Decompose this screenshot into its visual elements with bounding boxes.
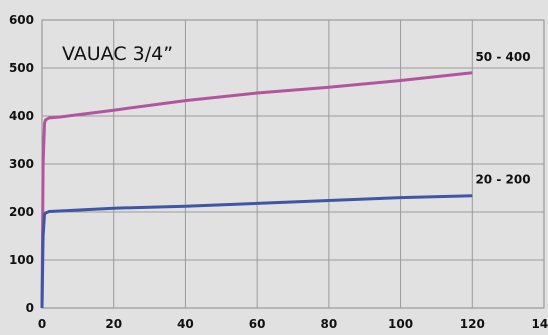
grid-layer [42, 20, 544, 308]
series-line [40, 194, 473, 309]
x-tick-label: 40 [177, 317, 194, 331]
tick-layer: 0 20 40 60 80 100 120 140 0 100 200 300 400 500 600 [9, 13, 548, 331]
x-tick-label: 20 [105, 317, 122, 331]
x-tick-label: 140 [531, 317, 548, 331]
y-tick-label: 300 [9, 157, 34, 171]
series-label: 50 - 400 [475, 50, 530, 64]
series-label: 20 - 200 [475, 173, 530, 187]
chart-title: VAUAC 3/4” [62, 43, 173, 65]
y-tick-label: 0 [26, 301, 34, 315]
series-layer: 50 - 400 20 - 200 [40, 50, 531, 309]
x-tick-label: 0 [38, 317, 46, 331]
x-tick-label: 80 [321, 317, 338, 331]
y-tick-label: 100 [9, 253, 34, 267]
series-line [40, 71, 473, 309]
y-tick-label: 500 [9, 61, 34, 75]
y-tick-label: 200 [9, 205, 34, 219]
x-tick-label: 120 [460, 317, 485, 331]
x-tick-label: 60 [249, 317, 266, 331]
y-tick-label: 400 [9, 109, 34, 123]
x-tick-label: 100 [388, 317, 413, 331]
y-tick-label: 600 [9, 13, 34, 27]
